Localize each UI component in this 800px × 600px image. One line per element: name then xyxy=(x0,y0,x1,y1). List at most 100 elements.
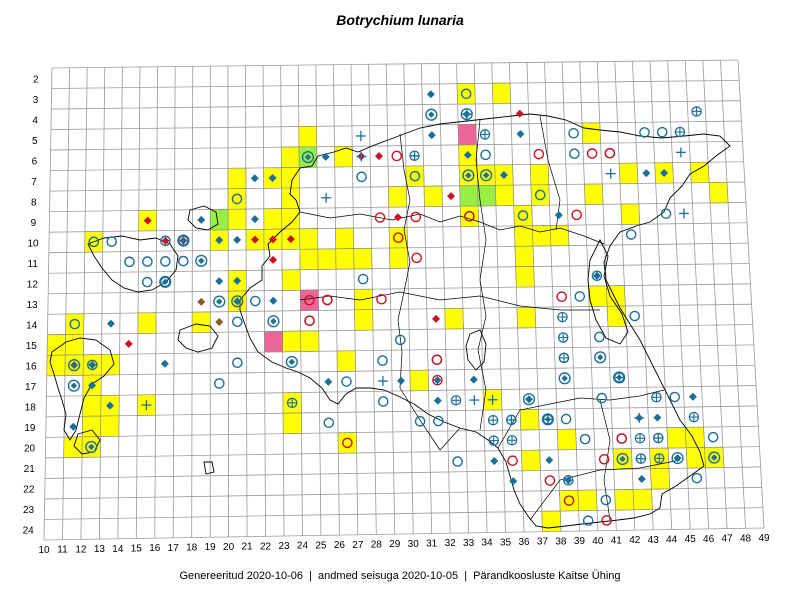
symbol-open-circle-red xyxy=(601,515,612,526)
x-tick-label: 38 xyxy=(555,536,567,547)
grid-line-horizontal xyxy=(45,446,760,459)
symbol-circle-plus-teal xyxy=(691,106,702,117)
grid-line-vertical xyxy=(117,67,123,539)
symbol-open-circle-teal xyxy=(660,208,672,219)
x-tick-label: 32 xyxy=(445,538,457,549)
x-tick-label: 22 xyxy=(260,541,272,552)
y-tick-label: 8 xyxy=(31,197,37,208)
map-title: Botrychium lunaria xyxy=(336,12,464,28)
x-tick-label: 44 xyxy=(666,535,678,546)
symbol-plus-teal xyxy=(356,151,367,162)
symbol-diamond-teal xyxy=(427,131,436,140)
symbol-circle-diamond-teal xyxy=(671,451,684,465)
grid-line-vertical xyxy=(491,62,506,533)
square-yellow xyxy=(459,205,479,227)
square-yellow xyxy=(100,415,120,437)
symbol-plus-teal xyxy=(321,192,332,203)
symbol-open-circle-teal xyxy=(213,378,225,389)
symbol-diamond-teal xyxy=(642,169,651,178)
symbol-open-circle-teal xyxy=(639,127,650,138)
square-yellow xyxy=(529,163,550,186)
x-tick-label: 41 xyxy=(611,535,623,546)
symbol-diamond-teal xyxy=(397,376,406,385)
symbol-diamond-teal xyxy=(433,396,442,405)
symbol-diamond-teal xyxy=(160,359,169,368)
square-yellow xyxy=(423,185,443,207)
square-yellow xyxy=(46,354,66,377)
x-tick-label: 23 xyxy=(278,541,290,552)
symbol-circle-plus-teal xyxy=(506,435,518,446)
symbol-open-circle-teal xyxy=(69,318,81,330)
square-yellow xyxy=(280,146,300,168)
symbol-open-circle-teal xyxy=(377,396,389,407)
square-yellow xyxy=(618,162,639,185)
square-yellow xyxy=(650,468,671,490)
symbol-open-circle-teal xyxy=(452,456,463,467)
symbol-plus-teal xyxy=(141,400,152,411)
symbol-open-circle-red xyxy=(507,455,518,467)
symbol-plus-teal xyxy=(678,208,689,219)
x-tick-label: 15 xyxy=(131,543,143,554)
square-yellow xyxy=(282,412,302,434)
symbol-diamond-teal xyxy=(637,475,646,484)
cells-layer xyxy=(46,82,729,532)
symbol-plus-teal xyxy=(634,412,645,423)
x-tick-label: 24 xyxy=(297,541,309,552)
square-yellow xyxy=(353,247,373,270)
symbol-open-circle-red xyxy=(464,211,475,222)
symbol-circle-plus-teal xyxy=(651,392,662,403)
symbol-diamond-red xyxy=(447,192,456,201)
symbol-diamond-teal xyxy=(269,296,278,305)
square-yellow xyxy=(516,306,537,329)
grid-line-vertical xyxy=(154,66,158,539)
symbol-open-circle-teal xyxy=(377,355,388,366)
symbol-circle-diamond-teal xyxy=(159,275,172,288)
symbol-diamond-teal xyxy=(509,477,518,486)
x-tick-label: 28 xyxy=(371,539,383,550)
symbol-open-circle-teal xyxy=(669,391,680,403)
symbol-open-circle-teal xyxy=(141,276,153,288)
symbol-open-circle-teal xyxy=(691,472,703,484)
symbol-open-circle-teal xyxy=(594,331,605,343)
grid-line-vertical xyxy=(280,65,285,537)
symbol-diamond-red xyxy=(268,235,277,244)
symbol-diamond-red xyxy=(251,235,260,244)
symbol-circle-plus-teal xyxy=(557,332,569,343)
kihnu-outline xyxy=(203,461,215,475)
x-tick-label: 47 xyxy=(722,534,734,545)
x-tick-label: 46 xyxy=(703,534,715,545)
symbol-plus-teal xyxy=(377,376,388,387)
county-border xyxy=(599,399,611,521)
symbol-open-circle-teal xyxy=(414,416,426,427)
square-yellow xyxy=(227,167,247,190)
x-tick-label: 18 xyxy=(186,543,198,554)
symbol-circle-diamond-teal xyxy=(594,351,607,364)
symbol-open-circle-red xyxy=(556,291,568,302)
symbol-open-circle-teal xyxy=(569,148,580,160)
symbol-circle-diamond-teal xyxy=(541,413,554,426)
square-yellow xyxy=(64,333,84,356)
symbol-circle-diamond-teal xyxy=(67,379,80,392)
county-border xyxy=(299,291,600,311)
symbol-open-circle-teal xyxy=(460,88,472,100)
grid-line-vertical xyxy=(385,64,396,535)
y-tick-label: 16 xyxy=(25,362,37,373)
symbol-open-circle-teal xyxy=(178,255,189,267)
symbol-open-circle-teal xyxy=(596,392,608,404)
square-yellow xyxy=(298,125,318,148)
symbol-diamond-teal xyxy=(433,376,442,385)
symbol-plus-teal xyxy=(469,395,480,406)
grid-line-vertical xyxy=(561,62,580,532)
y-tick-label: 24 xyxy=(23,526,35,537)
symbol-diamond-red xyxy=(375,152,384,161)
x-tick-label: 34 xyxy=(482,538,494,549)
symbol-open-circle-red xyxy=(431,354,443,366)
y-tick-label: 18 xyxy=(25,403,37,414)
symbol-diamond-red xyxy=(124,339,133,348)
symbol-open-circle-red xyxy=(571,209,582,221)
grid-line-horizontal xyxy=(50,120,742,130)
square-yellow xyxy=(81,415,102,438)
y-tick-label: 22 xyxy=(23,485,35,496)
symbol-diamond-teal xyxy=(233,276,242,285)
square-pink xyxy=(299,289,319,311)
